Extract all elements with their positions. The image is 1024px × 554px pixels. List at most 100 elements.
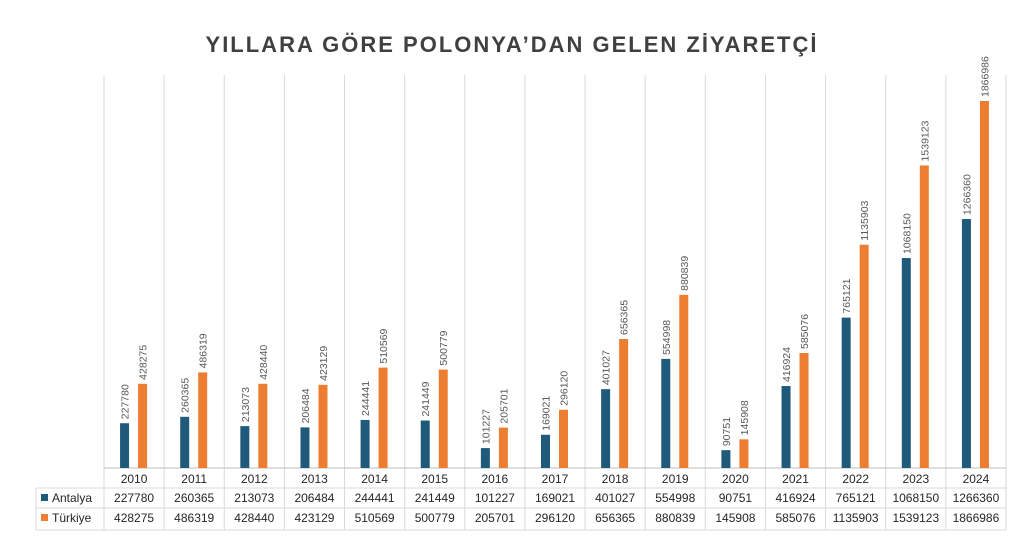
bar-antalya-2013 [300, 427, 310, 468]
bar-antalya-2014 [360, 419, 370, 468]
bar-antalya-2024 [961, 219, 971, 468]
table-cell: 1539123 [892, 511, 939, 525]
table-cell: 244441 [355, 491, 395, 505]
data-label: 401027 [601, 350, 613, 385]
bar-trkiye-2024 [979, 101, 989, 468]
x-tick-label: 2015 [421, 472, 448, 486]
table-cell: 227780 [114, 491, 154, 505]
table-cell: 1068150 [892, 491, 939, 505]
table-cell: 1266360 [953, 491, 1000, 505]
x-tick-label: 2016 [482, 472, 509, 486]
data-label: 510569 [378, 328, 390, 363]
data-label: 227780 [120, 384, 132, 419]
table-cell: 213073 [234, 491, 274, 505]
data-label: 423129 [318, 346, 330, 381]
bar-antalya-2017 [541, 434, 550, 468]
data-label: 101227 [480, 409, 492, 444]
bar-antalya-2015 [420, 420, 430, 468]
bar-trkiye-2016 [498, 427, 508, 468]
x-tick-label: 2017 [542, 472, 569, 486]
x-tick-label: 2018 [602, 472, 629, 486]
table-cell: 101227 [475, 491, 515, 505]
x-tick-label: 2021 [782, 472, 809, 486]
table-cell: 500779 [415, 511, 455, 525]
data-label: 1135903 [859, 200, 871, 240]
bar-trkiye-2015 [438, 369, 448, 468]
bar-trkiye-2010 [138, 383, 148, 468]
bar-antalya-2018 [601, 389, 611, 468]
x-tick-label: 2024 [963, 472, 990, 486]
x-tick-label: 2013 [301, 472, 328, 486]
data-label: 296120 [559, 371, 571, 406]
bar-trkiye-2019 [679, 294, 689, 468]
legend-label: Antalya [52, 491, 92, 505]
bar-trkiye-2022 [859, 244, 869, 468]
table-cell: 880839 [655, 511, 695, 525]
table-cell: 486319 [174, 511, 214, 525]
data-label: 1266360 [961, 174, 973, 215]
x-tick-label: 2020 [722, 472, 749, 486]
x-tick-label: 2011 [181, 472, 207, 486]
data-label: 428275 [138, 345, 150, 380]
bar-antalya-2011 [180, 416, 190, 468]
data-label: 880839 [679, 256, 691, 291]
data-label: 500779 [438, 330, 450, 365]
data-label: 765121 [841, 278, 853, 313]
x-tick-label: 2022 [842, 472, 869, 486]
bar-trkiye-2012 [258, 383, 268, 468]
bar-trkiye-2011 [198, 372, 208, 468]
table-cell: 1135903 [833, 511, 879, 525]
table-cell: 90751 [719, 491, 753, 505]
table-cell: 423129 [294, 511, 334, 525]
data-label: 416924 [781, 347, 793, 382]
bar-antalya-2010 [120, 423, 130, 468]
data-label: 260365 [180, 378, 192, 413]
bar-antalya-2021 [781, 386, 791, 468]
data-label: 656365 [619, 300, 631, 335]
bar-trkiye-2023 [919, 165, 929, 468]
bar-trkiye-2018 [619, 338, 629, 468]
bar-trkiye-2017 [559, 409, 568, 468]
table-cell: 416924 [776, 491, 816, 505]
data-label: 241449 [420, 381, 432, 416]
table-cell: 401027 [595, 491, 635, 505]
table-cell: 205701 [475, 511, 515, 525]
table-cell: 296120 [535, 511, 575, 525]
table-cell: 765121 [836, 491, 876, 505]
bar-trkiye-2013 [318, 384, 328, 468]
x-tick-label: 2012 [241, 472, 268, 486]
table-cell: 260365 [174, 491, 214, 505]
data-label: 145908 [739, 400, 751, 435]
legend-key [41, 494, 48, 501]
legend-label: Türkiye [52, 511, 92, 525]
data-label: 169021 [541, 396, 553, 431]
bar-antalya-2022 [841, 317, 851, 468]
table-cell: 656365 [595, 511, 635, 525]
data-label: 486319 [198, 333, 210, 368]
table-cell: 428275 [114, 511, 154, 525]
table-cell: 585076 [776, 511, 816, 525]
data-label: 554998 [661, 320, 673, 355]
bar-trkiye-2021 [799, 352, 809, 468]
table-cell: 554998 [655, 491, 695, 505]
bar-trkiye-2014 [378, 367, 388, 468]
table-cell: 1866986 [953, 511, 1000, 525]
bar-antalya-2019 [661, 358, 671, 468]
x-tick-label: 2014 [361, 472, 388, 486]
bar-antalya-2020 [721, 450, 731, 468]
x-tick-label: 2019 [662, 472, 689, 486]
data-label: 244441 [360, 381, 372, 416]
table-cell: 428440 [234, 511, 274, 525]
bar-antalya-2023 [901, 258, 911, 468]
table-cell: 145908 [715, 511, 755, 525]
legend-key [41, 514, 48, 521]
data-label: 585076 [799, 314, 811, 349]
bar-antalya-2016 [480, 448, 490, 468]
data-label: 1866986 [979, 56, 991, 97]
chart-title: YILLARA GÖRE POLONYA’DAN GELEN ZİYARETÇİ [205, 32, 819, 57]
x-tick-label: 2023 [902, 472, 929, 486]
data-label: 1539123 [919, 120, 931, 161]
data-label: 90751 [721, 417, 733, 446]
table-cell: 241449 [415, 491, 455, 505]
